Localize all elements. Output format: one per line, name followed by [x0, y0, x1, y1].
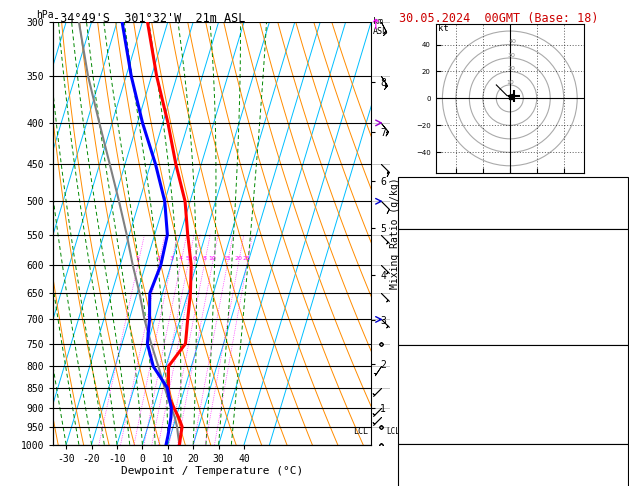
Text: 306: 306	[607, 378, 625, 388]
Text: Pressure (mb): Pressure (mb)	[403, 362, 479, 372]
Text: ↑: ↑	[369, 18, 381, 32]
Text: 38: 38	[613, 196, 625, 207]
Text: 20: 20	[507, 66, 515, 71]
Text: 0: 0	[619, 410, 625, 420]
Text: CIN (J): CIN (J)	[403, 327, 444, 337]
Text: Temp (°C): Temp (°C)	[403, 246, 456, 257]
Text: 9: 9	[619, 477, 625, 486]
Text: 4: 4	[179, 256, 182, 261]
Text: 0: 0	[619, 426, 625, 436]
Text: -46: -46	[607, 461, 625, 471]
Text: Lifted Index: Lifted Index	[403, 295, 474, 305]
Text: 306: 306	[607, 278, 625, 289]
Legend: Temperature, Dewpoint, Parcel Trajectory, Dry Adiabat, Wet Adiabat, Isotherm, Mi: Temperature, Dewpoint, Parcel Trajectory…	[465, 26, 579, 111]
Text: km
ASL: km ASL	[373, 17, 388, 36]
Text: Surface: Surface	[493, 231, 533, 242]
Text: LCL: LCL	[386, 427, 400, 436]
Text: SREH: SREH	[403, 477, 426, 486]
Text: 30.05.2024  00GMT (Base: 18): 30.05.2024 00GMT (Base: 18)	[399, 12, 599, 25]
Text: -34°49'S  301°32'W  21m ASL: -34°49'S 301°32'W 21m ASL	[53, 12, 246, 25]
Text: 6: 6	[192, 256, 196, 261]
Text: 10: 10	[208, 256, 216, 261]
Text: © weatheronline.co.uk: © weatheronline.co.uk	[399, 469, 512, 479]
Text: Lifted Index: Lifted Index	[403, 394, 474, 404]
Text: 0: 0	[619, 327, 625, 337]
X-axis label: Dewpoint / Temperature (°C): Dewpoint / Temperature (°C)	[121, 467, 303, 476]
Text: CAPE (J): CAPE (J)	[403, 311, 450, 321]
Text: 1: 1	[136, 256, 140, 261]
Text: 15: 15	[223, 256, 231, 261]
Text: 8: 8	[202, 256, 206, 261]
Text: CIN (J): CIN (J)	[403, 426, 444, 436]
Text: 9: 9	[619, 295, 625, 305]
Text: 10: 10	[506, 80, 515, 85]
Text: hPa: hPa	[36, 10, 53, 20]
Text: Most Unstable: Most Unstable	[475, 347, 551, 357]
Text: 1.7: 1.7	[607, 212, 625, 223]
Text: LCL: LCL	[353, 427, 369, 436]
Text: PW (cm): PW (cm)	[403, 212, 444, 223]
Text: 9.3: 9.3	[607, 262, 625, 273]
Text: 0: 0	[619, 311, 625, 321]
Y-axis label: Mixing Ratio (g/kg): Mixing Ratio (g/kg)	[390, 177, 400, 289]
Text: 30: 30	[508, 52, 516, 58]
Text: 14.6: 14.6	[601, 246, 625, 257]
Text: 10: 10	[613, 394, 625, 404]
Text: 2: 2	[619, 180, 625, 191]
Text: 5: 5	[186, 256, 190, 261]
Text: kt: kt	[438, 24, 449, 33]
Text: 20: 20	[234, 256, 242, 261]
Text: θₑ(K): θₑ(K)	[403, 278, 433, 289]
Text: 40: 40	[509, 39, 516, 44]
Text: Dewp (°C): Dewp (°C)	[403, 262, 456, 273]
Text: K: K	[403, 180, 409, 191]
Text: 3: 3	[169, 256, 173, 261]
Text: 25: 25	[243, 256, 251, 261]
Text: 2: 2	[157, 256, 160, 261]
Text: θₑ (K): θₑ (K)	[403, 378, 438, 388]
Text: 750: 750	[607, 362, 625, 372]
Text: Hodograph: Hodograph	[486, 446, 540, 456]
Text: EH: EH	[403, 461, 415, 471]
Text: CAPE (J): CAPE (J)	[403, 410, 450, 420]
Text: Totals Totals: Totals Totals	[403, 196, 479, 207]
